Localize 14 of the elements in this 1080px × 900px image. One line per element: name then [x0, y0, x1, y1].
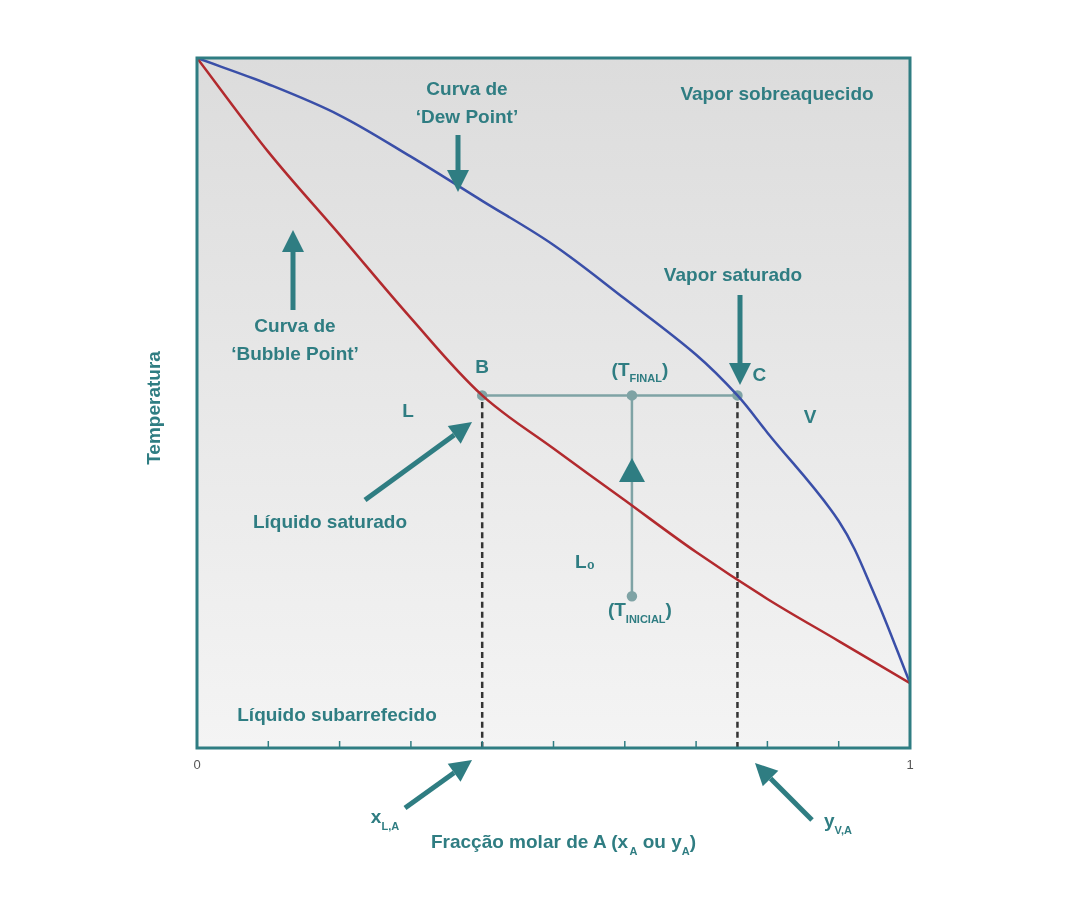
- annotation: L: [402, 400, 415, 422]
- annotation: Curva de ‘Dew Point’: [415, 78, 519, 128]
- annotation: V: [803, 406, 817, 428]
- annotation: Líquido saturado: [252, 511, 408, 533]
- y-axis-title: Temperatura: [143, 350, 165, 465]
- annotation: C: [752, 363, 767, 385]
- annotation: Líquido subarrefecido: [237, 704, 437, 726]
- annotation: Vapor saturado: [663, 264, 803, 286]
- annotation: L₀: [574, 551, 596, 573]
- annotation: B: [475, 355, 490, 377]
- x-tick-label: 1: [906, 757, 914, 773]
- annotation: Curva de ‘Bubble Point’: [231, 315, 359, 365]
- x-tick-label: 0: [193, 757, 201, 773]
- annotation: Vapor sobreaquecido: [680, 83, 874, 105]
